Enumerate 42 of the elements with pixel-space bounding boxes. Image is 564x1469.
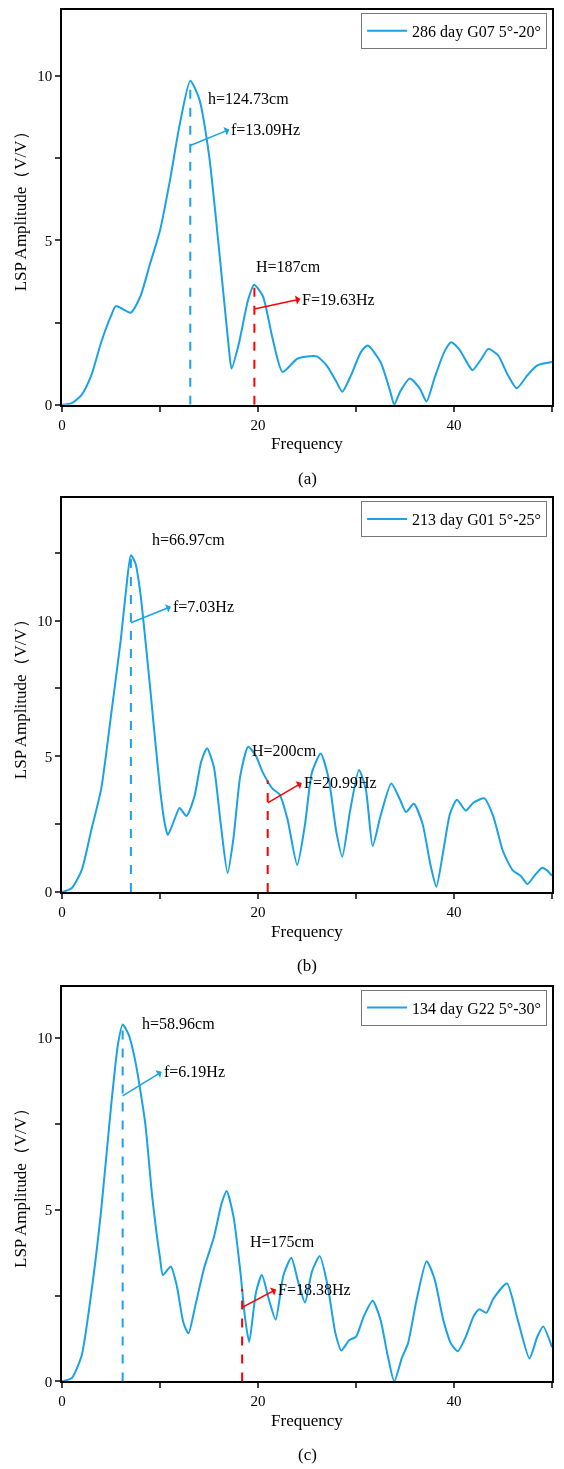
x-tick-label: 40: [446, 1393, 462, 1410]
ref-line-label: F=19.63Hz: [302, 291, 375, 308]
y-tick-label: 10: [37, 1030, 53, 1047]
text: (a): [298, 469, 317, 488]
y-tick-label: 10: [37, 68, 53, 85]
ref-line-label: f=6.19Hz: [164, 1063, 226, 1080]
annotation: H=175cm: [250, 1233, 315, 1250]
y-axis-title: LSP Amplitude（V/V）: [11, 611, 31, 780]
text: (c): [298, 1445, 317, 1464]
y-tick-label: 5: [44, 232, 53, 249]
y-tick-label: 10: [37, 612, 53, 629]
x-tick-label: 40: [446, 903, 462, 920]
x-tick-label: 20: [250, 1393, 266, 1410]
y-tick-label: 0: [44, 884, 53, 901]
x-axis-title: Frequency: [271, 921, 344, 941]
ref-line-label: f=7.03Hz: [173, 598, 235, 615]
line-series: [62, 79, 552, 405]
x-tick-label: 20: [250, 416, 266, 433]
legend-label: 213 day G01 5°-25°: [412, 511, 541, 530]
y-axis-title: LSP Amplitude（V/V）: [11, 1100, 31, 1269]
y-tick-label: 5: [44, 1202, 53, 1219]
annotation: h=124.73cm: [208, 90, 290, 107]
text: (b): [297, 956, 317, 975]
ref-line-label: f=13.09Hz: [231, 121, 301, 138]
x-axis-title: Frequency: [271, 434, 344, 454]
x-tick-label: 0: [58, 1393, 66, 1410]
x-tick-label: 20: [250, 903, 266, 920]
legend-label: 286 day G07 5°-20°: [412, 23, 541, 42]
x-axis-title: Frequency: [271, 1411, 344, 1431]
x-tick-label: 40: [446, 416, 462, 433]
annotation: h=58.96cm: [142, 1015, 216, 1032]
y-tick-label: 0: [44, 397, 53, 414]
x-tick-label: 0: [58, 903, 66, 920]
annotation: H=200cm: [252, 742, 317, 759]
y-tick-label: 5: [44, 748, 53, 765]
y-axis-title: LSP Amplitude（V/V）: [11, 123, 31, 292]
annotation: H=187cm: [256, 258, 321, 275]
legend-label: 134 day G22 5°-30°: [412, 999, 541, 1018]
line-series: [62, 554, 552, 893]
x-tick-label: 0: [58, 416, 66, 433]
annotation: h=66.97cm: [152, 531, 226, 548]
y-tick-label: 0: [44, 1373, 53, 1390]
